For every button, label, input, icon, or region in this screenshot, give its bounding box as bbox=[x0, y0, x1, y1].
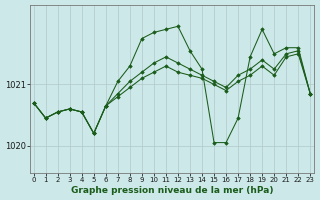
X-axis label: Graphe pression niveau de la mer (hPa): Graphe pression niveau de la mer (hPa) bbox=[71, 186, 273, 195]
